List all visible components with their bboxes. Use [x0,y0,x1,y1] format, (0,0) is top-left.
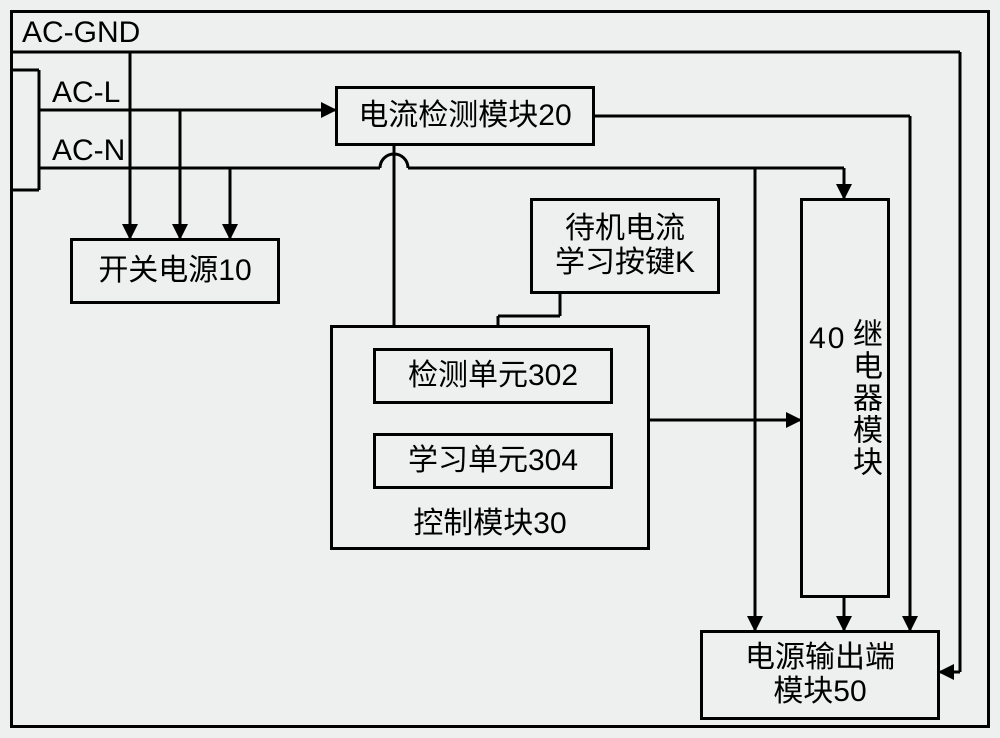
text-learn-unit: 学习单元304 [408,444,578,479]
text-psu: 开关电源10 [98,254,251,289]
label-ac-l: AC-L [52,76,120,110]
text-det-unit: 检测单元302 [408,359,578,394]
text-relay-num: 40 [809,322,846,357]
box-learn-unit: 学习单元304 [373,433,613,489]
text-relay-chars: 继电器模块 [848,318,881,478]
box-relay: 继电器模块 40 [800,198,890,598]
text-learn-key: 待机电流 学习按键K [555,212,695,281]
box-control: 检测单元302 学习单元304 控制模块30 [330,325,650,550]
box-det-unit: 检测单元302 [373,348,613,404]
text-output: 电源输出端 模块50 [745,641,895,710]
text-control: 控制模块30 [333,507,647,542]
box-learn-key: 待机电流 学习按键K [530,198,720,294]
text-relay: 继电器模块 40 [809,318,881,478]
box-psu: 开关电源10 [70,238,280,304]
text-detect: 电流检测模块20 [358,99,571,134]
label-ac-gnd: AC-GND [22,16,140,50]
box-detect: 电流检测模块20 [335,86,595,146]
diagram-stage: AC-GND AC-L AC-N 开关电源10 电流检测模块20 待机电流 学习… [0,0,1000,738]
label-ac-n: AC-N [52,134,125,168]
box-output: 电源输出端 模块50 [700,630,940,720]
